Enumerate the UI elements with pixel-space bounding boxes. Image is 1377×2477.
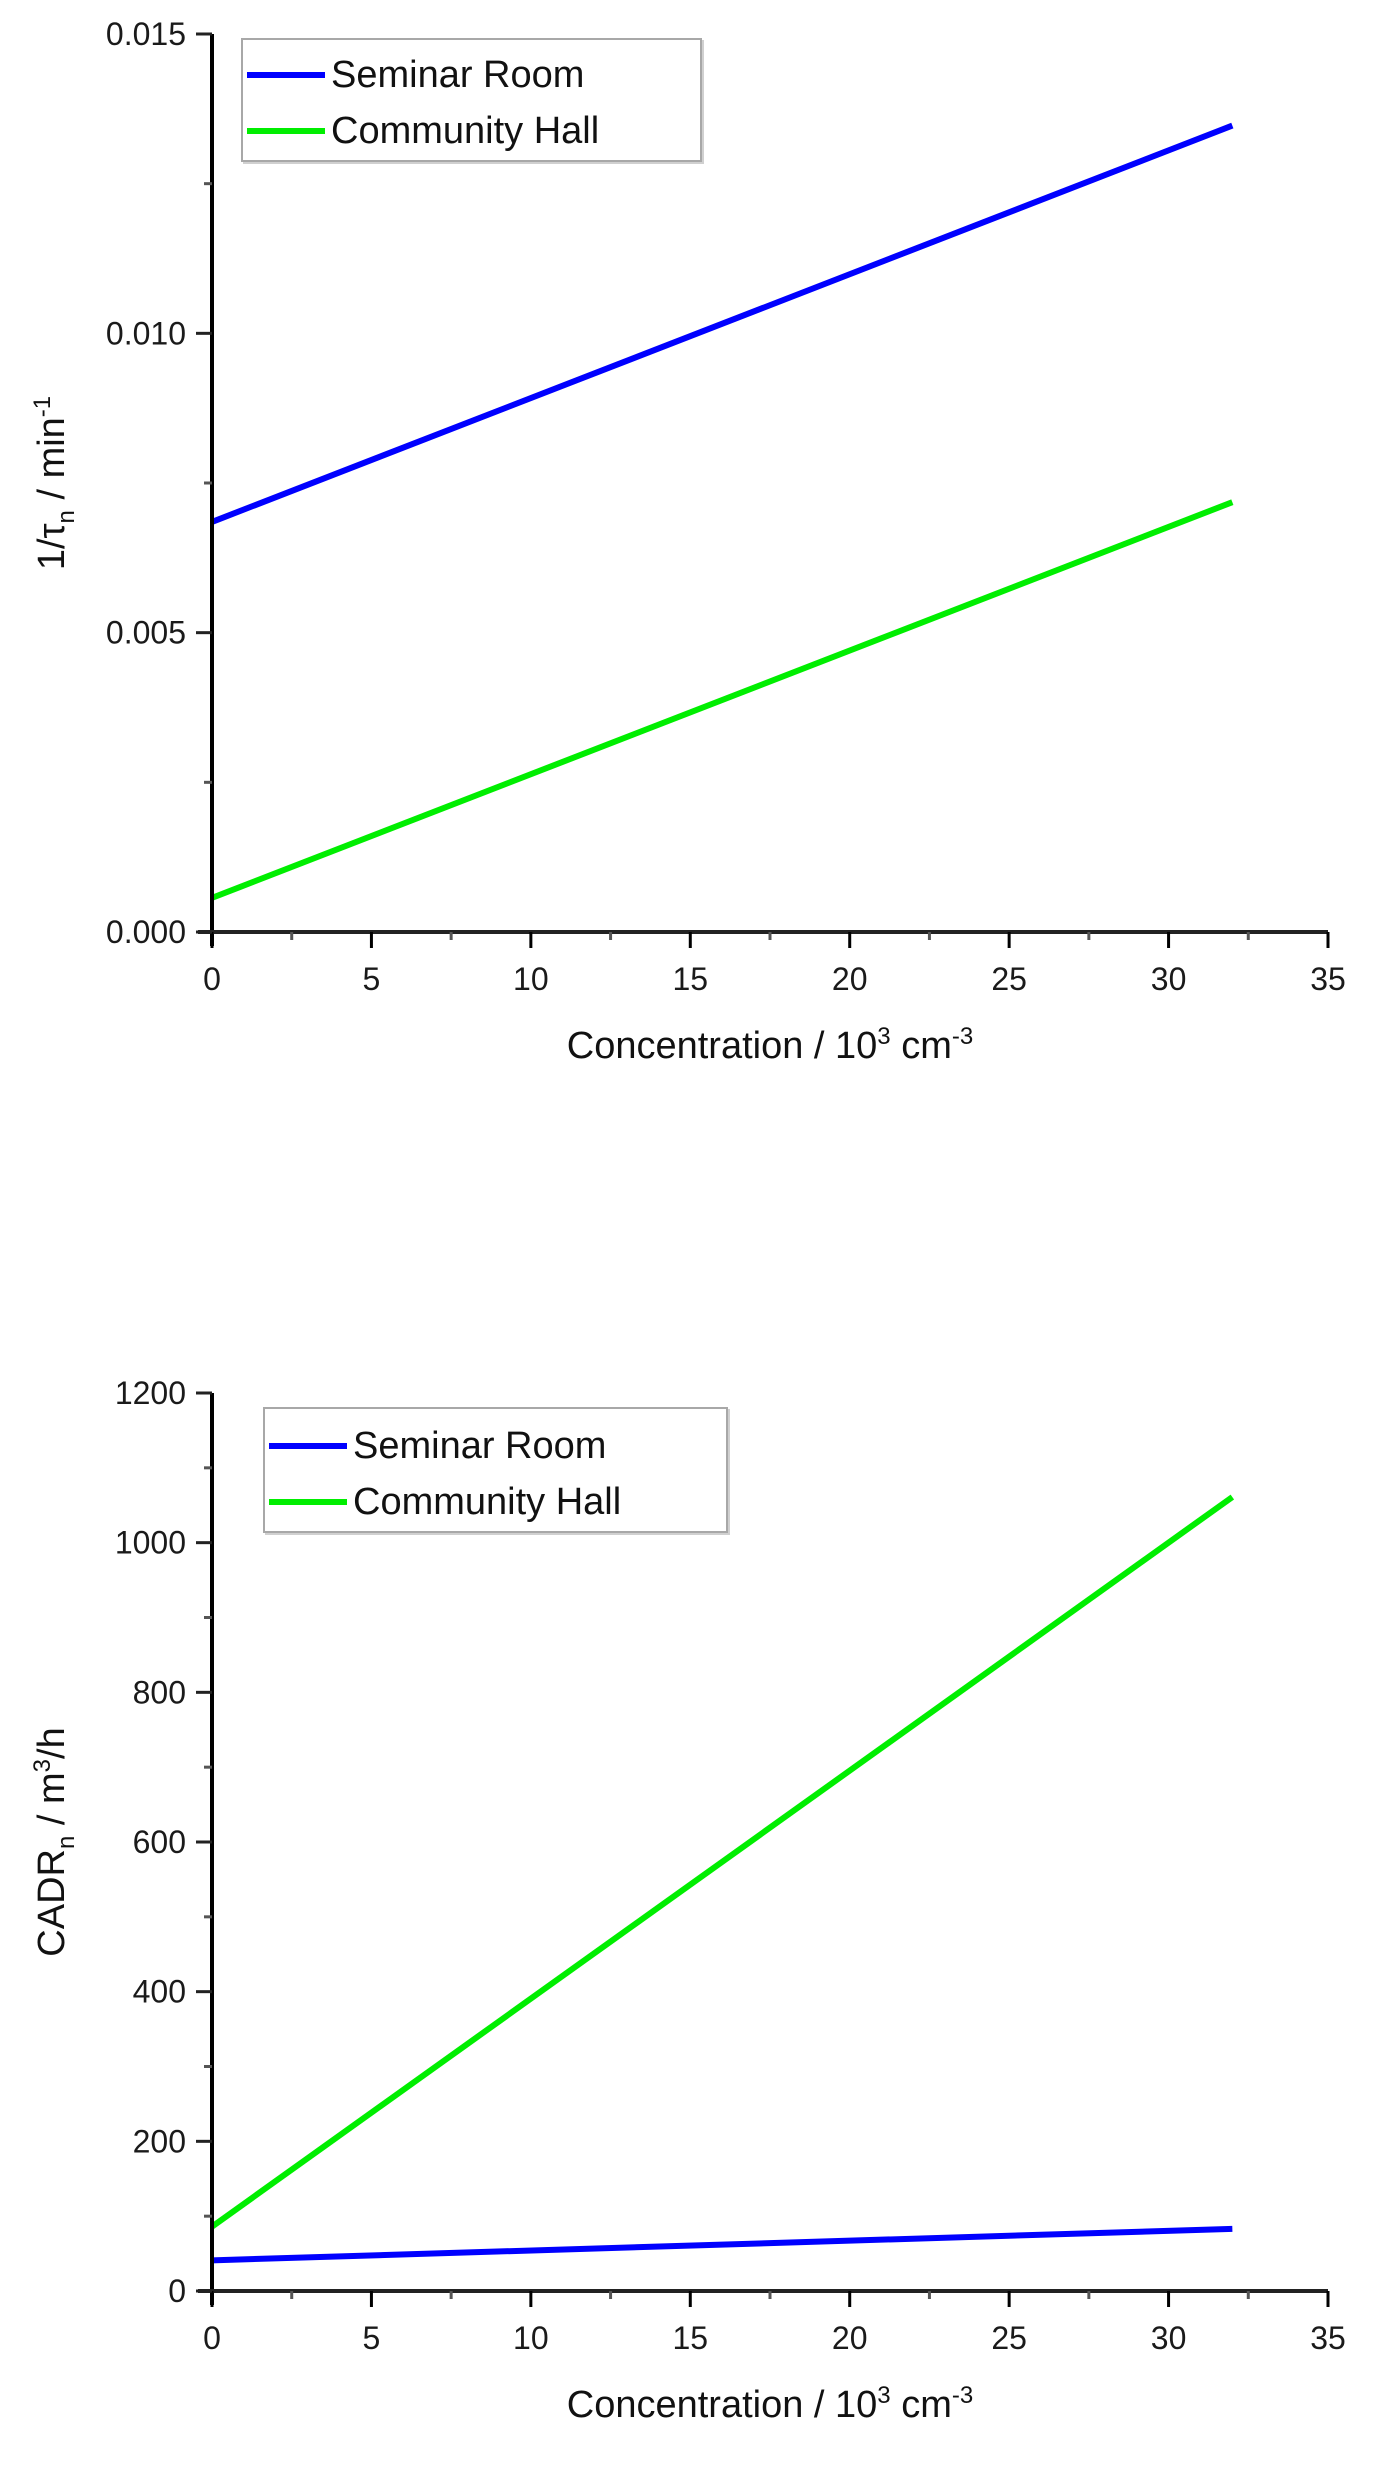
x-tick-label: 25	[991, 2320, 1027, 2356]
y-tick-label: 800	[133, 1674, 186, 1710]
legend-item-community-hall: Community Hall	[243, 106, 599, 156]
x-tick-label: 0	[203, 2320, 221, 2356]
y-tick-label: 0.005	[106, 615, 186, 651]
y-tick-label: 200	[133, 2123, 186, 2159]
x-tick-label: 15	[672, 2320, 708, 2356]
x-tick-label: 5	[363, 961, 381, 997]
x-axis-title: Concentration / 103 cm-3	[567, 1023, 973, 1067]
plot-area: 0 5 10 15 20 25 30 35 0.000 0.005 0.010 0.015 Concen…	[29, 16, 1346, 1067]
legend-label: Community Hall	[331, 109, 600, 152]
legend-item-community-hall: Community Hall	[265, 1477, 621, 1527]
x-tick-label: 20	[832, 2320, 868, 2356]
y-axis-title: 1/τn / min-1	[29, 396, 80, 570]
y-tick-label: 0.000	[106, 914, 186, 950]
y-axis-title: CADRn / m3/h	[29, 1727, 80, 1956]
y-tick-label: 1200	[115, 1375, 186, 1411]
x-tick-label: 10	[513, 961, 549, 997]
legend-item-seminar-room: Seminar Room	[243, 50, 584, 100]
legend-swatch-seminar-room	[269, 1443, 347, 1449]
x-tick-label: 0	[203, 961, 221, 997]
series-line-community-hall	[210, 499, 1234, 901]
legend-item-seminar-room: Seminar Room	[265, 1421, 606, 1471]
chart-decay-rate: 0 5 10 15 20 25 30 35 0.000 0.005 0.010 0.015 Concen…	[0, 0, 1377, 1120]
legend-label: Community Hall	[353, 1480, 622, 1523]
x-tick-label: 5	[363, 2320, 381, 2356]
x-tick-label: 30	[1151, 961, 1187, 997]
x-axis-title: Concentration / 103 cm-3	[567, 2382, 973, 2426]
series-line-seminar-room	[211, 2225, 1233, 2264]
x-tick-label: 20	[832, 961, 868, 997]
y-tick-label: 0.010	[106, 315, 186, 351]
series-line-seminar-room	[210, 122, 1234, 525]
x-tick-label: 35	[1310, 961, 1346, 997]
x-tick-label: 10	[513, 2320, 549, 2356]
y-tick-label: 1000	[115, 1525, 186, 1561]
x-tick-label: 30	[1151, 2320, 1187, 2356]
x-tick-label: 15	[672, 961, 708, 997]
series-line-community-hall	[210, 1494, 1235, 2230]
legend-swatch-seminar-room	[247, 72, 325, 78]
y-tick-label: 600	[133, 1824, 186, 1860]
x-tick-label: 35	[1310, 2320, 1346, 2356]
legend: Seminar Room Community Hall	[241, 38, 702, 162]
legend-swatch-community-hall	[247, 128, 325, 134]
y-tick-label: 400	[133, 1974, 186, 2010]
legend-label: Seminar Room	[331, 53, 585, 96]
y-tick-label: 0	[168, 2273, 186, 2309]
legend-label: Seminar Room	[353, 1424, 607, 1467]
legend-swatch-community-hall	[269, 1499, 347, 1505]
legend: Seminar Room Community Hall	[263, 1407, 728, 1533]
x-tick-label: 25	[991, 961, 1027, 997]
y-tick-label: 0.015	[106, 16, 186, 52]
